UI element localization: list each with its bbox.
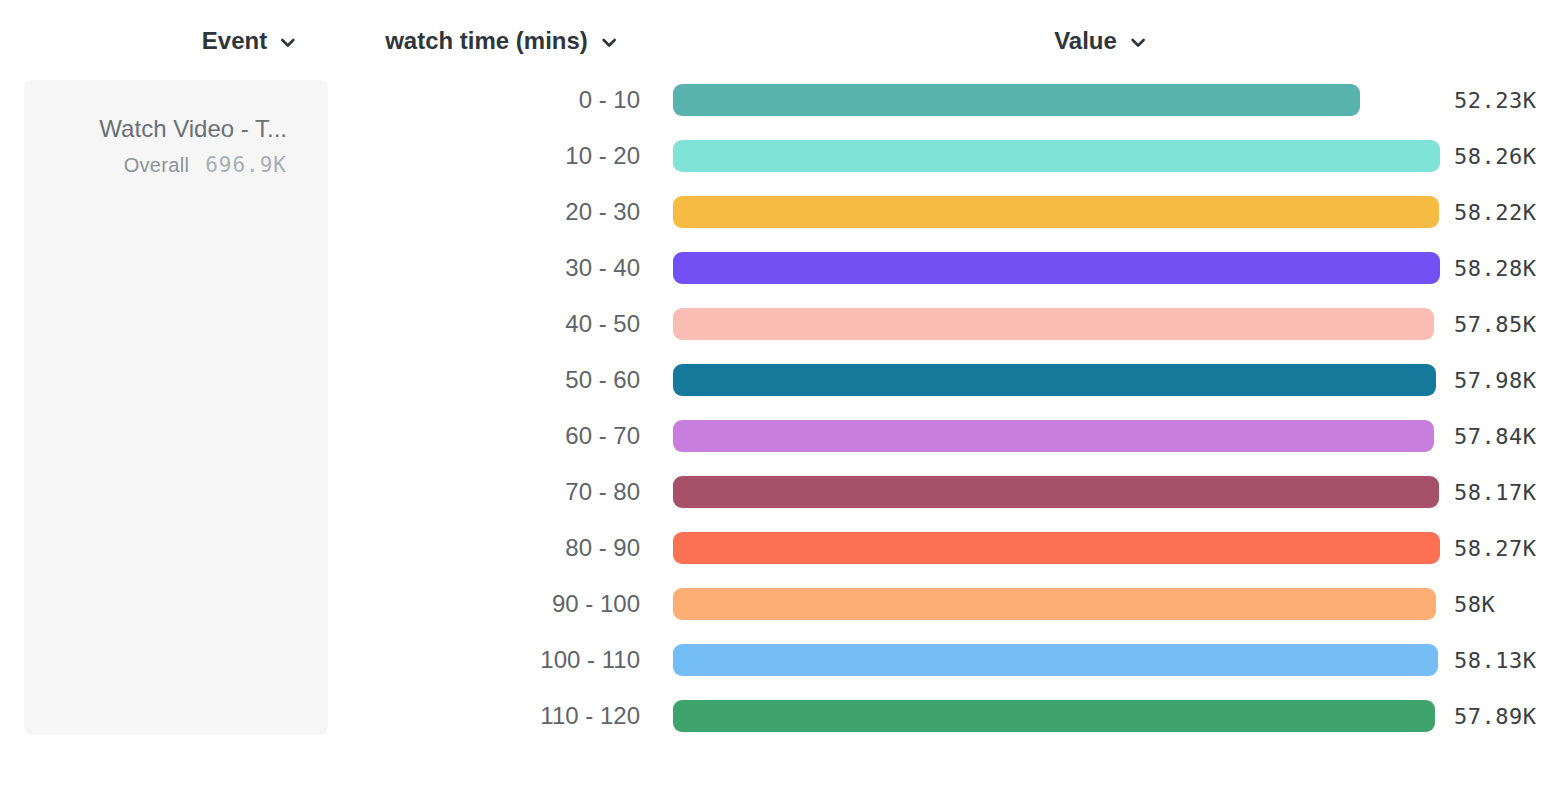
bar-track xyxy=(673,308,1440,340)
bar-track xyxy=(673,532,1440,564)
bar-track xyxy=(673,700,1440,732)
value-label: 58.27K xyxy=(1454,536,1536,561)
value-label: 52.23K xyxy=(1454,88,1536,113)
value-label: 58.28K xyxy=(1454,256,1536,281)
bar[interactable] xyxy=(673,308,1434,340)
bar-row: 90 - 100 58K xyxy=(0,576,1568,632)
report-canvas: Event watch time (mins) Value Watch Vide… xyxy=(0,0,1568,790)
category-label: 100 - 110 xyxy=(0,646,640,674)
value-label: 58K xyxy=(1454,592,1495,617)
chevron-down-icon xyxy=(280,35,296,48)
bar-track xyxy=(673,364,1440,396)
bar[interactable] xyxy=(673,476,1439,508)
bar-row: 30 - 40 58.28K xyxy=(0,240,1568,296)
value-label: 58.22K xyxy=(1454,200,1536,225)
category-label: 40 - 50 xyxy=(0,310,640,338)
bar-track xyxy=(673,252,1440,284)
chevron-down-icon xyxy=(1130,35,1146,48)
value-label: 57.98K xyxy=(1454,368,1536,393)
bar-row: 100 - 110 58.13K xyxy=(0,632,1568,688)
category-label: 30 - 40 xyxy=(0,254,640,282)
chevron-down-icon xyxy=(601,35,617,48)
bar-row: 110 - 120 57.89K xyxy=(0,688,1568,744)
category-label: 0 - 10 xyxy=(0,86,640,114)
value-label: 57.85K xyxy=(1454,312,1536,337)
value-label: 57.84K xyxy=(1454,424,1536,449)
value-label: 58.17K xyxy=(1454,480,1536,505)
bar-row: 60 - 70 57.84K xyxy=(0,408,1568,464)
bar-track xyxy=(673,476,1440,508)
bar[interactable] xyxy=(673,644,1438,676)
bar[interactable] xyxy=(673,196,1439,228)
bar[interactable] xyxy=(673,700,1435,732)
category-label: 70 - 80 xyxy=(0,478,640,506)
bar[interactable] xyxy=(673,532,1440,564)
event-dropdown-label: Event xyxy=(202,27,267,55)
bar-track xyxy=(673,140,1440,172)
bar[interactable] xyxy=(673,364,1436,396)
category-label: 110 - 120 xyxy=(0,702,640,730)
bar-row: 0 - 10 52.23K xyxy=(0,72,1568,128)
bar-row: 10 - 20 58.26K xyxy=(0,128,1568,184)
bar-row: 70 - 80 58.17K xyxy=(0,464,1568,520)
event-dropdown[interactable]: Event xyxy=(202,27,296,55)
value-label: 58.13K xyxy=(1454,648,1536,673)
bar-track xyxy=(673,196,1440,228)
bar-row: 20 - 30 58.22K xyxy=(0,184,1568,240)
bar[interactable] xyxy=(673,252,1440,284)
bar-row: 40 - 50 57.85K xyxy=(0,296,1568,352)
category-label: 20 - 30 xyxy=(0,198,640,226)
value-dropdown[interactable]: Value xyxy=(1054,27,1146,55)
category-label: 50 - 60 xyxy=(0,366,640,394)
value-label: 58.26K xyxy=(1454,144,1536,169)
bar[interactable] xyxy=(673,588,1436,620)
bar-track xyxy=(673,420,1440,452)
bar[interactable] xyxy=(673,420,1434,452)
category-label: 60 - 70 xyxy=(0,422,640,450)
category-label: 80 - 90 xyxy=(0,534,640,562)
value-dropdown-label: Value xyxy=(1054,27,1117,55)
bar-track xyxy=(673,588,1440,620)
bar-row: 50 - 60 57.98K xyxy=(0,352,1568,408)
bar[interactable] xyxy=(673,140,1440,172)
bar[interactable] xyxy=(673,84,1360,116)
value-label: 57.89K xyxy=(1454,704,1536,729)
bar-row: 80 - 90 58.27K xyxy=(0,520,1568,576)
category-label: 90 - 100 xyxy=(0,590,640,618)
bar-track xyxy=(673,84,1440,116)
bar-track xyxy=(673,644,1440,676)
category-label: 10 - 20 xyxy=(0,142,640,170)
breakdown-dropdown-label: watch time (mins) xyxy=(385,27,588,55)
breakdown-dropdown[interactable]: watch time (mins) xyxy=(385,27,617,55)
bar-chart: 0 - 10 52.23K 10 - 20 58.26K 20 - 30 58.… xyxy=(0,72,1568,744)
